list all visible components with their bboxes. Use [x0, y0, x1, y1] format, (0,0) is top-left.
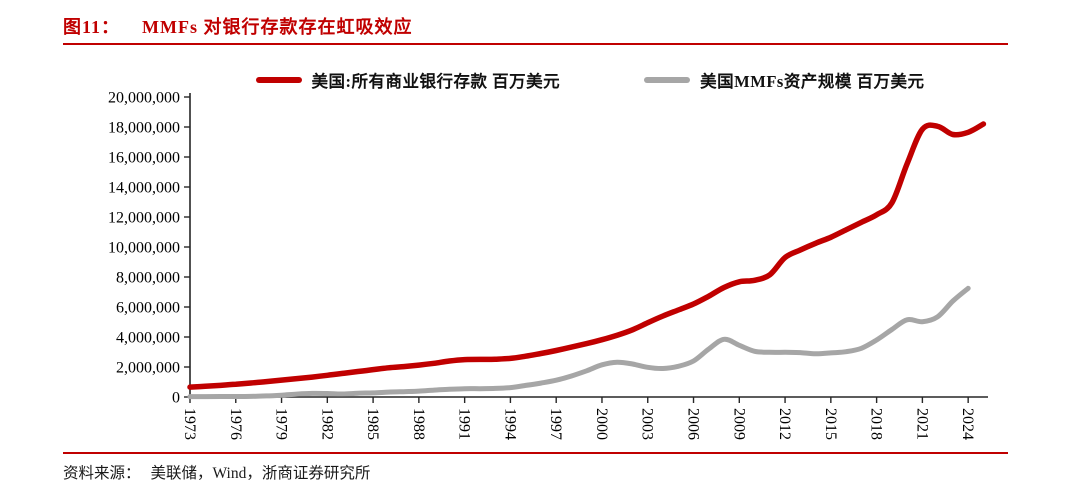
svg-text:2,000,000: 2,000,000 [116, 360, 180, 377]
source-note: 资料来源： 美联储，Wind，浙商证券研究所 [63, 461, 370, 483]
svg-text:18,000,000: 18,000,000 [108, 120, 180, 137]
svg-text:16,000,000: 16,000,000 [108, 150, 180, 167]
legend-label-deposits: 美国:所有商业银行存款 百万美元 [311, 72, 561, 91]
svg-text:2024: 2024 [959, 408, 976, 440]
figure-title: MMFs 对银行存款存在虹吸效应 [142, 17, 413, 37]
source-text: 美联储，Wind，浙商证券研究所 [150, 465, 371, 482]
svg-text:1997: 1997 [547, 408, 564, 440]
figure-title-row: 图11： MMFs 对银行存款存在虹吸效应 [63, 13, 413, 39]
svg-text:1988: 1988 [410, 408, 427, 440]
svg-text:1973: 1973 [181, 408, 198, 440]
svg-text:2009: 2009 [730, 408, 747, 440]
figure-number: 图11： [63, 17, 121, 37]
mmf-line-swatch [644, 77, 691, 83]
svg-text:2006: 2006 [685, 408, 702, 440]
svg-text:14,000,000: 14,000,000 [108, 180, 180, 197]
legend-item-deposits: 美国:所有商业银行存款 百万美元 [255, 68, 561, 92]
svg-text:6,000,000: 6,000,000 [116, 300, 180, 317]
svg-text:12,000,000: 12,000,000 [108, 210, 180, 227]
svg-text:1976: 1976 [227, 408, 244, 440]
svg-text:2012: 2012 [776, 408, 793, 440]
svg-text:1985: 1985 [364, 408, 381, 440]
svg-text:10,000,000: 10,000,000 [108, 240, 180, 257]
chart-legend: 美国:所有商业银行存款 百万美元 美国MMFs资产规模 百万美元 [190, 68, 990, 92]
svg-text:2003: 2003 [639, 408, 656, 440]
svg-text:1994: 1994 [501, 408, 518, 440]
svg-text:0: 0 [172, 390, 180, 407]
svg-text:2000: 2000 [593, 408, 610, 440]
svg-text:2021: 2021 [913, 408, 930, 440]
source-label: 资料来源： [63, 465, 141, 482]
deposits-line-swatch [255, 77, 302, 83]
title-divider [63, 43, 1008, 45]
svg-text:1979: 1979 [273, 408, 290, 440]
svg-text:2015: 2015 [822, 408, 839, 440]
legend-label-mmf: 美国MMFs资产规模 百万美元 [700, 72, 925, 91]
footer-divider [63, 452, 1008, 454]
svg-text:2018: 2018 [868, 408, 885, 440]
svg-text:1991: 1991 [456, 408, 473, 440]
svg-text:20,000,000: 20,000,000 [108, 90, 180, 107]
svg-text:8,000,000: 8,000,000 [116, 270, 180, 287]
legend-item-mmf: 美国MMFs资产规模 百万美元 [644, 68, 924, 92]
svg-text:4,000,000: 4,000,000 [116, 330, 180, 347]
svg-text:1982: 1982 [318, 408, 335, 440]
